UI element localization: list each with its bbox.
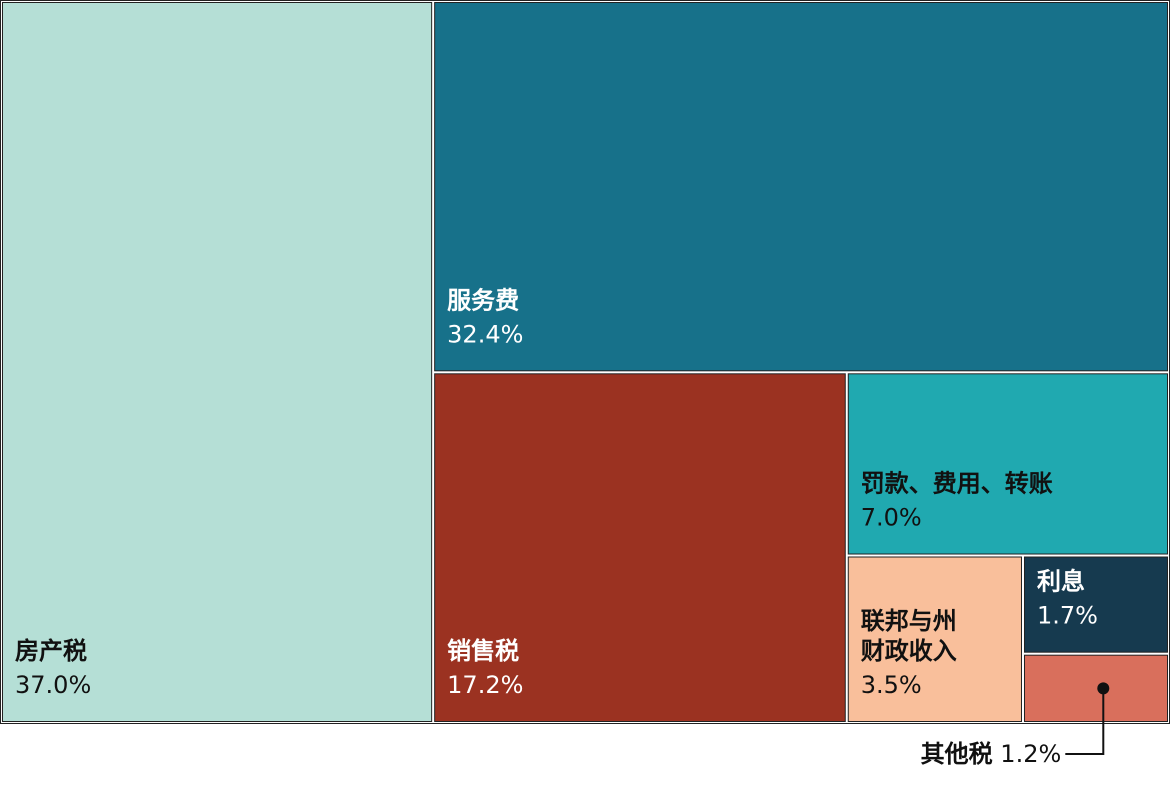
cell-label: 罚款、费用、转账 <box>861 470 1053 498</box>
callout-line <box>1065 688 1105 755</box>
treemap-cell <box>847 373 1168 555</box>
treemap-cell <box>434 2 1169 372</box>
cell-label: 其他税 <box>921 740 993 768</box>
cell-label: 联邦与州财政收入 <box>861 607 957 665</box>
cell-value-label: 1.7% <box>1037 602 1098 630</box>
treemap-cell <box>847 556 1022 722</box>
callout-label: 其他税 1.2% <box>921 740 1062 768</box>
cell-label: 利息 <box>1037 568 1085 596</box>
cell-value-label: 3.5% <box>861 671 922 699</box>
cell-value-label: 1.2% <box>1000 740 1061 768</box>
label-line: 联邦与州 <box>861 607 957 635</box>
treemap-cell <box>2 2 433 722</box>
label-line: 财政收入 <box>861 637 957 665</box>
cell-value-label: 17.2% <box>447 671 523 699</box>
cell-value-label: 32.4% <box>447 320 523 348</box>
treemap-cell <box>1023 654 1168 723</box>
treemap-cell <box>434 373 846 722</box>
treemap-cell <box>1023 556 1168 653</box>
frame <box>0 0 1170 724</box>
cell-label: 服务费 <box>447 286 519 314</box>
cell-value-label: 7.0% <box>861 504 922 532</box>
cell-value-label: 37.0% <box>15 671 91 699</box>
cell-label: 房产税 <box>15 637 87 665</box>
cell-label: 销售税 <box>447 637 519 665</box>
